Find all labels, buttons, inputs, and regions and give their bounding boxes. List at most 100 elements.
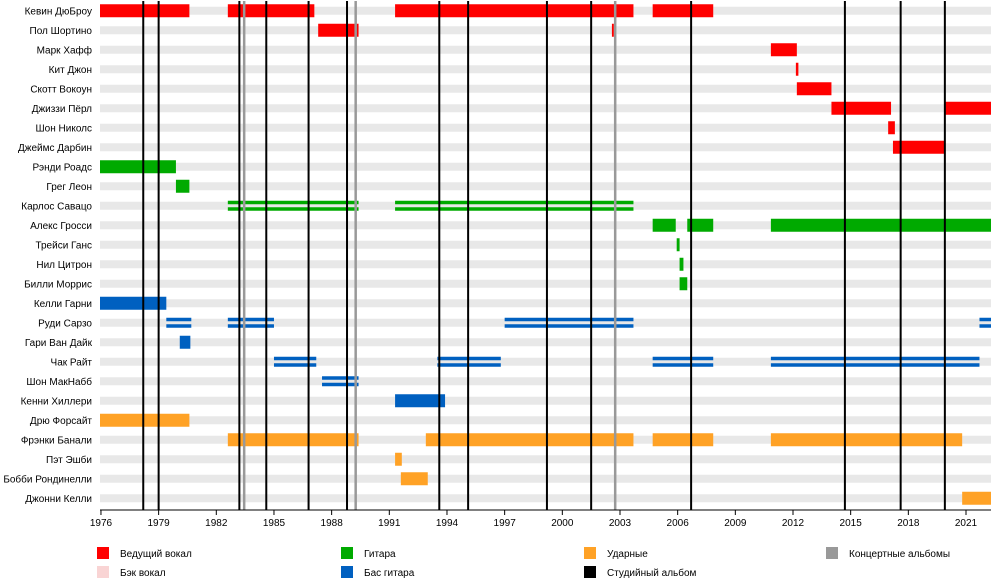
row-stripe	[100, 104, 991, 113]
member-bar	[652, 356, 714, 361]
member-label: Джонни Келли	[25, 494, 92, 505]
x-tick-label: 2015	[840, 518, 863, 529]
legend-swatch-bass	[341, 566, 353, 578]
row-stripe	[100, 474, 991, 483]
member-label: Карлос Савацо	[21, 201, 92, 212]
x-tick-label: 2021	[955, 518, 978, 529]
row-stripe	[100, 260, 991, 269]
member-bars	[100, 4, 991, 505]
member-bar	[504, 317, 634, 322]
legend-label-live: Концертные альбомы	[849, 548, 950, 560]
member-bar	[770, 433, 963, 447]
member-bar	[425, 433, 634, 447]
member-bar	[395, 207, 634, 211]
member-bar	[322, 382, 359, 387]
row-stripe	[100, 182, 991, 191]
member-bar	[395, 452, 402, 466]
member-bar	[770, 356, 980, 361]
member-label: Кит Джон	[49, 65, 92, 76]
member-bar	[831, 101, 892, 115]
row-stripe	[100, 299, 991, 308]
x-tick-label: 2012	[782, 518, 805, 529]
row-stripe	[100, 84, 991, 93]
member-bar	[679, 277, 688, 291]
member-bar	[166, 317, 192, 322]
member-bar	[179, 335, 191, 349]
member-bar	[979, 317, 991, 322]
x-tick-label: 1988	[321, 518, 344, 529]
member-label: Билли Моррис	[24, 279, 92, 290]
member-bar	[227, 4, 315, 18]
legend-label-backing: Бэк вокал	[120, 568, 166, 579]
member-label: Алекс Гросси	[30, 221, 92, 232]
row-stripe	[100, 416, 991, 425]
row-stripe	[100, 45, 991, 54]
legend-swatch-drums	[584, 547, 596, 559]
legend: Ведущий вокал Бэк вокал Гитара Бас гитара Уд…	[97, 547, 950, 579]
x-tick-label: 1997	[494, 518, 517, 529]
member-bar	[770, 43, 797, 57]
row-stripe	[100, 357, 991, 366]
row-stripe	[100, 318, 991, 327]
member-bar	[504, 324, 634, 328]
member-bar	[888, 121, 895, 135]
member-label: Гари Ван Дайк	[25, 338, 93, 349]
member-label: Руди Сарзо	[38, 318, 92, 329]
row-stripe	[100, 123, 991, 132]
member-bar	[611, 23, 614, 37]
member-bar	[322, 376, 359, 380]
member-label: Кевин ДюБроу	[25, 6, 92, 17]
x-tick-label: 1982	[205, 518, 228, 529]
member-bar	[227, 200, 359, 205]
row-stripe	[100, 26, 991, 35]
member-bar	[796, 82, 832, 96]
member-bar	[175, 179, 190, 193]
member-bar	[676, 238, 680, 252]
member-label: Шон МакНабб	[26, 376, 92, 388]
legend-swatch-live	[826, 547, 838, 559]
member-bar	[892, 140, 945, 154]
x-tick-label: 2003	[609, 518, 632, 529]
member-bar	[652, 218, 676, 232]
member-label: Дрю Форсайт	[30, 416, 92, 427]
member-label: Чак Райт	[51, 357, 93, 368]
member-bar	[770, 363, 980, 367]
album-lines	[142, 1, 946, 510]
row-stripe	[100, 65, 991, 74]
legend-swatch-backing	[97, 566, 109, 578]
row-stripe	[100, 240, 991, 249]
member-bar	[395, 200, 634, 205]
member-label: Джиззи Пёрл	[32, 104, 92, 115]
row-stripe	[100, 494, 991, 503]
x-tick-label: 2006	[667, 518, 690, 529]
legend-label-guitar: Гитара	[364, 549, 396, 560]
member-bar	[652, 433, 714, 447]
x-tick-label: 1979	[148, 518, 171, 529]
member-bar	[652, 4, 714, 18]
legend-label-vocals: Ведущий вокал	[120, 549, 192, 560]
row-stripe	[100, 455, 991, 464]
member-bar	[100, 4, 190, 18]
member-label: Рэнди Роадс	[33, 162, 92, 173]
x-tick-label: 1991	[378, 518, 401, 529]
member-label: Марк Хафф	[37, 44, 92, 56]
row-stripe	[100, 143, 991, 152]
member-bar	[100, 296, 167, 310]
x-tick-label: 1985	[263, 518, 286, 529]
member-bar	[395, 394, 446, 408]
row-stripe	[100, 221, 991, 230]
member-label: Джеймс Дарбин	[18, 142, 92, 154]
member-bar	[227, 433, 359, 447]
member-labels: Кевин ДюБроу Пол Шортино Марк Хафф Кит Джон…	[3, 6, 92, 505]
member-label: Фрэнки Банали	[21, 435, 92, 446]
member-bar	[652, 363, 714, 367]
row-stripe	[100, 201, 991, 210]
row-stripe	[100, 162, 991, 171]
legend-swatch-studio	[584, 566, 596, 578]
member-bar	[227, 207, 359, 211]
legend-label-bass: Бас гитара	[364, 568, 415, 579]
row-stripe	[100, 338, 991, 347]
member-bar	[227, 324, 274, 328]
member-bar	[687, 218, 714, 232]
member-label: Шон Николс	[36, 123, 93, 134]
